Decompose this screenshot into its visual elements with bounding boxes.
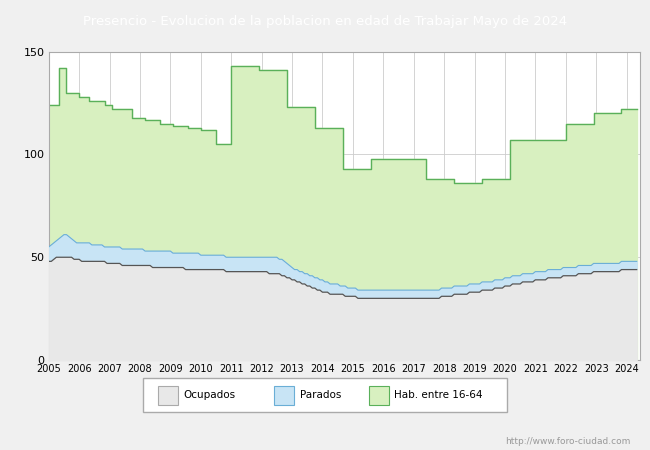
Text: Ocupados: Ocupados [183, 390, 235, 400]
Text: Parados: Parados [300, 390, 341, 400]
FancyBboxPatch shape [157, 387, 177, 405]
FancyBboxPatch shape [369, 387, 389, 405]
Text: Presencio - Evolucion de la poblacion en edad de Trabajar Mayo de 2024: Presencio - Evolucion de la poblacion en… [83, 15, 567, 28]
FancyBboxPatch shape [143, 378, 507, 412]
Text: http://www.foro-ciudad.com: http://www.foro-ciudad.com [505, 436, 630, 446]
FancyBboxPatch shape [274, 387, 294, 405]
Text: Hab. entre 16-64: Hab. entre 16-64 [394, 390, 483, 400]
